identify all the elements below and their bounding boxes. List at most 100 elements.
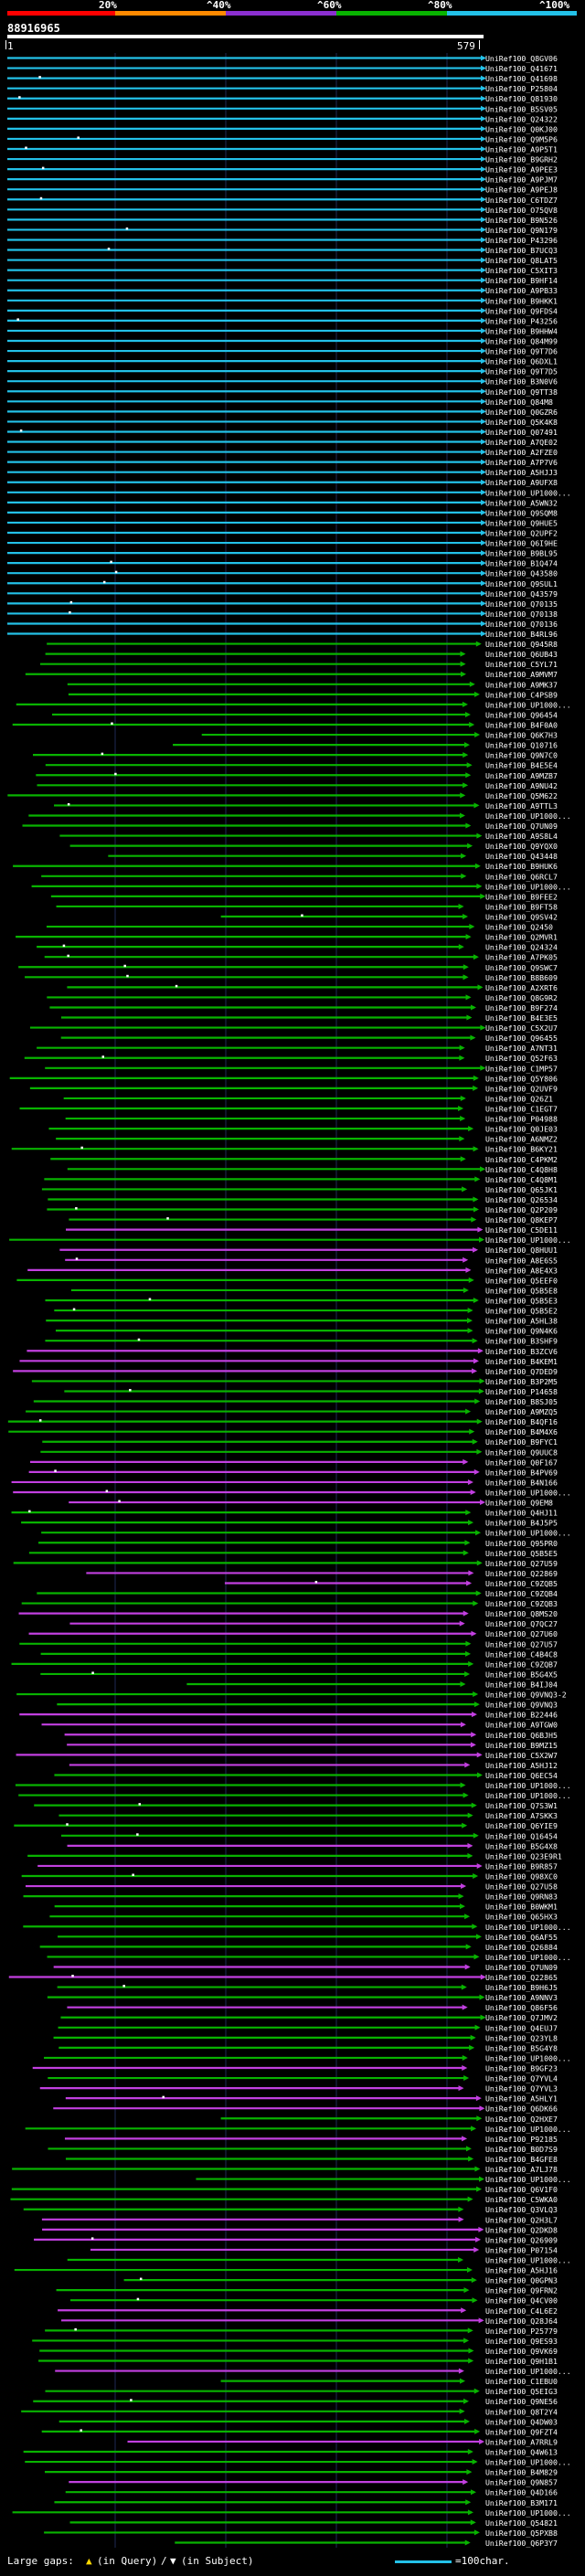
hit-arrow-icon	[459, 1620, 465, 1627]
hit-arrow-icon	[464, 1540, 471, 1546]
legend-scale-bar	[395, 2560, 452, 2563]
hit-label: UniRef100_B9N526	[485, 216, 558, 225]
hit-arrow-icon	[481, 550, 486, 557]
query-ruler: 1 579	[5, 40, 480, 52]
hit-arrow-icon	[471, 1712, 477, 1718]
hit-label: UniRef100_Q2H3L7	[485, 2215, 558, 2224]
hit-label: UniRef100_Q84M8	[485, 398, 553, 407]
hit-label: UniRef100_A9MZB7	[485, 771, 558, 780]
hit-label: UniRef100_Q9SV42	[485, 913, 558, 922]
hit-arrow-icon	[461, 1883, 467, 1890]
hit-label: UniRef100_B0D7S9	[485, 2145, 558, 2154]
hit-arrow-icon	[459, 1055, 465, 1061]
hit-arrow-icon	[466, 762, 473, 769]
gap-marker	[90, 2237, 94, 2240]
hit-label: UniRef100_UP1000...	[485, 2125, 571, 2134]
hit-label: UniRef100_Q8MS20	[485, 1609, 558, 1618]
hit-arrow-icon	[473, 2246, 480, 2253]
hit-label: UniRef100_C5X2U7	[485, 1023, 558, 1033]
gap-marker	[138, 1803, 142, 1806]
hit-arrow-icon	[474, 2166, 481, 2172]
hit-label: UniRef100_A7NT31	[485, 1044, 558, 1053]
hit-label: UniRef100_B9HHW4	[485, 326, 558, 335]
hit-label: UniRef100_Q5B5E3	[485, 1297, 558, 1306]
hit-arrow-icon	[469, 1428, 475, 1435]
gap-marker	[118, 1500, 121, 1503]
hit-arrow-icon	[481, 429, 486, 435]
hit-label: UniRef100_Q0F167	[485, 1458, 558, 1467]
hit-label: UniRef100_A9NU42	[485, 781, 558, 790]
hit-arrow-icon	[466, 1580, 473, 1586]
hit-label: UniRef100_Q2UPF2	[485, 529, 558, 538]
hit-arrow-icon	[471, 1802, 477, 1808]
hit-arrow-icon	[471, 1216, 477, 1223]
scale-label-80: ^80%	[428, 0, 452, 11]
hit-label: UniRef100_A9MVM7	[485, 670, 558, 679]
hit-label: UniRef100_Q9NE56	[485, 2397, 558, 2406]
hit-label: UniRef100_Q22869	[485, 1569, 558, 1578]
hit-label: UniRef100_Q9EM8	[485, 1499, 553, 1508]
hit-arrow-icon	[481, 348, 486, 355]
hit-label: UniRef100_UP1000...	[485, 1489, 571, 1498]
hit-label: UniRef100_UP1000...	[485, 811, 571, 821]
hit-label: UniRef100_Q81930	[485, 94, 558, 103]
scale-segment-cyan	[447, 11, 577, 16]
hit-label: UniRef100_A8E4X3	[485, 1266, 558, 1275]
gap-marker	[16, 318, 19, 321]
hit-arrow-icon	[480, 1024, 486, 1031]
gap-marker	[114, 772, 117, 776]
hit-label: UniRef100_A7QE02	[485, 438, 558, 447]
hit-label: UniRef100_B9R857	[485, 1861, 558, 1871]
hit-label: UniRef100_A9MZQ5	[485, 1407, 558, 1416]
hit-arrow-icon	[481, 398, 486, 405]
hit-arrow-icon	[475, 1530, 482, 1536]
hit-arrow-icon	[481, 95, 486, 101]
hit-label: UniRef100_Q8KEP7	[485, 1215, 558, 1224]
hit-arrow-icon	[473, 1196, 479, 1203]
hit-label: UniRef100_Q5B5E5	[485, 1549, 558, 1558]
hit-label: UniRef100_Q5EIG3	[485, 2387, 558, 2396]
hit-label: UniRef100_P43296	[485, 236, 558, 245]
hit-arrow-icon	[476, 1772, 483, 1778]
hit-label: UniRef100_Q9FZT4	[485, 2427, 558, 2436]
hit-arrow-icon	[473, 1701, 480, 1708]
hit-arrow-icon	[481, 146, 486, 152]
hit-label: UniRef100_Q2DKD8	[485, 2225, 558, 2234]
hit-alignment-chart: UniRef100_Q8GV06UniRef100_Q41671UniRef10…	[7, 53, 571, 2548]
hit-label: UniRef100_B4GFE8	[485, 2155, 558, 2164]
hit-arrow-icon	[458, 2368, 464, 2374]
gap-marker	[132, 1873, 134, 1876]
hit-arrow-icon	[481, 277, 486, 283]
hit-arrow-icon	[474, 1398, 481, 1405]
hit-arrow-icon	[460, 671, 466, 677]
hit-label: UniRef100_Q07491	[485, 428, 558, 437]
hit-arrow-icon	[476, 832, 483, 839]
hit-arrow-icon	[467, 2509, 473, 2516]
hit-label: UniRef100_B4J5P5	[485, 1519, 558, 1528]
hit-label: UniRef100_A9UFX8	[485, 478, 558, 487]
hit-arrow-icon	[471, 1630, 477, 1637]
hit-label: UniRef100_Q9YQX0	[485, 842, 558, 851]
hit-arrow-icon	[467, 1328, 473, 1334]
hit-arrow-icon	[481, 540, 486, 546]
hit-arrow-icon	[465, 934, 472, 940]
hit-arrow-icon	[479, 2105, 485, 2112]
hit-label: UniRef100_Q4CV00	[485, 2296, 558, 2306]
gap-marker	[301, 914, 303, 917]
hit-arrow-icon	[458, 1893, 464, 1900]
hit-label: UniRef100_C5WKA0	[485, 2195, 558, 2204]
hit-arrow-icon	[481, 499, 486, 505]
hit-arrow-icon	[473, 802, 480, 809]
hit-label: UniRef100_B3SHF9	[485, 1337, 558, 1346]
hit-label: UniRef100_B1Q474	[485, 559, 558, 568]
hit-label: UniRef100_B4F0A0	[485, 721, 558, 730]
hit-label: UniRef100_A5HL38	[485, 1317, 558, 1326]
hit-arrow-icon	[474, 732, 481, 738]
hit-label: UniRef100_C4Q8H8	[485, 1165, 558, 1174]
hit-arrow-icon	[465, 1510, 472, 1516]
hit-arrow-icon	[479, 1994, 485, 2000]
hit-arrow-icon	[460, 651, 466, 657]
hit-label: UniRef100_UP1000...	[485, 882, 571, 891]
hit-arrow-icon	[481, 439, 486, 445]
hit-arrow-icon	[467, 1479, 473, 1485]
